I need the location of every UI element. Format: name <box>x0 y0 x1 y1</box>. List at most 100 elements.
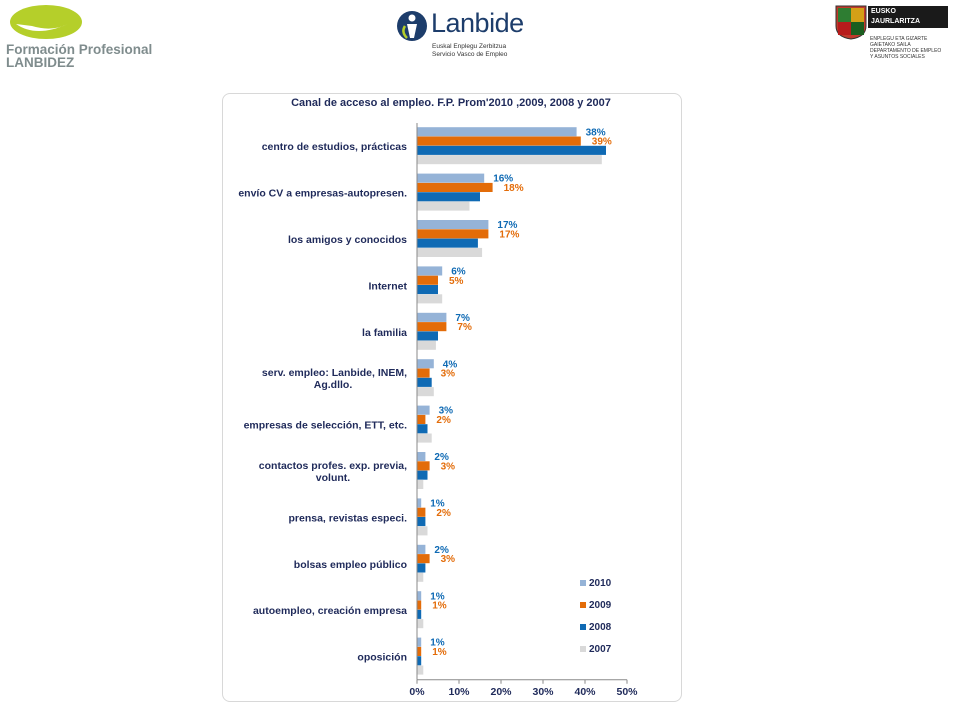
data-label-2009-6: 2% <box>436 415 451 426</box>
legend-swatch-2007 <box>580 646 586 652</box>
category-label-4-0: la familia <box>362 327 407 339</box>
bar-2008-3 <box>417 285 438 295</box>
legend-label-2008: 2008 <box>589 622 612 633</box>
gobierno-vasco-banner: EUSKO JAURLARITZA GOBIERNO VASCO <box>868 6 948 35</box>
x-tick-label-3: 30% <box>532 686 554 698</box>
bar-2008-6 <box>417 424 428 434</box>
data-label-2009-5: 3% <box>441 369 456 380</box>
bar-2008-5 <box>417 377 432 387</box>
bar-2009-11 <box>417 646 422 656</box>
gv-line2: GOBIERNO VASCO <box>871 28 936 35</box>
category-label-5-1: Ag.dllo. <box>314 379 353 391</box>
data-label-2009-4: 7% <box>457 322 472 333</box>
data-label-2009-10: 1% <box>432 601 447 612</box>
chart-title: Canal de acceso al empleo. F.P. Prom'201… <box>291 97 611 109</box>
legend-swatch-2010 <box>580 580 586 586</box>
bar-2009-2 <box>417 229 489 239</box>
formacion-profesional-logo: Formación Profesional LANBIDEZ <box>0 0 190 80</box>
bar-2010-3 <box>417 266 443 276</box>
data-label-2009-8: 2% <box>436 508 451 519</box>
data-label-2010-11: 1% <box>430 638 445 649</box>
legend-label-2009: 2009 <box>589 600 612 611</box>
data-label-2009-2: 17% <box>499 229 519 240</box>
lanbide-sub-line2: Servicio Vasco de Empleo <box>432 51 508 58</box>
bar-2009-3 <box>417 275 438 285</box>
x-axis: 0% 10% 20% 30% 40% 50% <box>409 123 638 698</box>
data-label-2009-11: 1% <box>432 647 447 658</box>
bar-2009-8 <box>417 507 426 517</box>
category-label-2-0: los amigos y conocidos <box>288 234 407 246</box>
bar-2007-7 <box>417 479 424 489</box>
bar-2010-4 <box>417 312 447 322</box>
bar-2010-5 <box>417 359 434 369</box>
bar-2008-11 <box>417 656 422 666</box>
category-label-1-0: envío CV a empresas-autopresen. <box>238 188 407 200</box>
data-label-2010-9: 2% <box>434 545 449 556</box>
category-label-8-0: prensa, revistas especi. <box>289 512 408 524</box>
bar-2008-9 <box>417 563 426 573</box>
data-label-2010-7: 2% <box>434 452 449 463</box>
bar-2010-1 <box>417 173 485 183</box>
bar-2009-10 <box>417 600 422 610</box>
basque-coat-of-arms-icon <box>835 5 867 40</box>
bar-2007-5 <box>417 387 434 397</box>
data-label-2010-6: 3% <box>439 406 454 417</box>
category-label-9-0: bolsas empleo público <box>294 559 407 571</box>
lanbide-subtitle: Euskal Enplegu Zerbitzua Servicio Vasco … <box>432 43 507 59</box>
x-tick-label-4: 40% <box>574 686 596 698</box>
bar-2007-8 <box>417 526 428 536</box>
lanbide-sub-line1: Euskal Enplegu Zerbitzua <box>432 43 507 50</box>
legend-swatch-2008 <box>580 624 586 630</box>
bar-2007-2 <box>417 247 483 257</box>
bar-2010-11 <box>417 637 422 647</box>
bar-2007-6 <box>417 433 432 443</box>
bar-2010-7 <box>417 452 426 462</box>
category-label-5-0: serv. empleo: Lanbide, INEM, <box>262 367 407 379</box>
data-label-2010-2: 17% <box>497 220 517 231</box>
gv-line1: EUSKO JAURLARITZA <box>871 8 920 25</box>
dept-line4: Y ASUNTOS SOCIALES <box>870 54 925 60</box>
lanbide-brand: Lanbide <box>431 8 524 38</box>
bar-2009-4 <box>417 322 447 332</box>
bar-2009-0 <box>417 136 581 146</box>
fp-logo-text: Formación Profesional LANBIDEZ <box>6 43 152 70</box>
chart-frame <box>222 93 682 702</box>
legend: 2010 2009 2008 2007 <box>580 578 612 655</box>
data-label-2009-9: 3% <box>441 554 456 565</box>
bar-2007-4 <box>417 340 436 350</box>
legend-label-2007: 2007 <box>589 644 612 655</box>
data-label-2009-3: 5% <box>449 276 464 287</box>
dept-line1: ENPLEGU ETA GIZARTE <box>870 36 928 42</box>
bar-2007-3 <box>417 294 443 304</box>
category-label-11-0: oposición <box>357 652 407 664</box>
x-tick-label-1: 10% <box>448 686 470 698</box>
bar-2007-10 <box>417 619 424 629</box>
bar-2008-10 <box>417 609 422 619</box>
dept-line3: DEPARTAMENTO DE EMPLEO <box>870 48 942 54</box>
bar-2010-2 <box>417 220 489 230</box>
bar-2007-11 <box>417 665 424 675</box>
data-label-2010-4: 7% <box>455 313 470 324</box>
bar-2010-6 <box>417 405 430 415</box>
bar-2009-1 <box>417 182 493 192</box>
bar-2007-1 <box>417 201 470 211</box>
bar-2008-8 <box>417 517 426 527</box>
x-tick-label-0: 0% <box>409 686 425 698</box>
bar-2009-7 <box>417 461 430 471</box>
dept-line2: GAIETAKO SAILA <box>870 42 911 48</box>
data-label-2010-0: 38% <box>586 127 606 138</box>
data-label-2009-1: 18% <box>504 183 524 194</box>
x-tick-label-5: 50% <box>616 686 638 698</box>
data-labels: 38%39%16%18%17%17%6%5%7%7%4%3%3%2%2%3%1%… <box>430 127 612 658</box>
data-label-2010-8: 1% <box>430 499 445 510</box>
lanbide-logo: Lanbide Euskal Enplegu Zerbitzua Servici… <box>395 6 535 66</box>
data-label-2009-0: 39% <box>592 137 612 148</box>
bar-2007-0 <box>417 155 602 165</box>
category-labels: centro de estudios, prácticas envío CV a … <box>238 141 407 663</box>
x-tick-label-2: 20% <box>490 686 512 698</box>
fp-leaf-icon <box>10 5 82 39</box>
legend-label-2010: 2010 <box>589 578 612 589</box>
bar-2009-9 <box>417 554 430 564</box>
gobierno-vasco-logo: EUSKO JAURLARITZA GOBIERNO VASCO ENPLEGU… <box>830 2 960 72</box>
data-label-2009-7: 3% <box>441 461 456 472</box>
